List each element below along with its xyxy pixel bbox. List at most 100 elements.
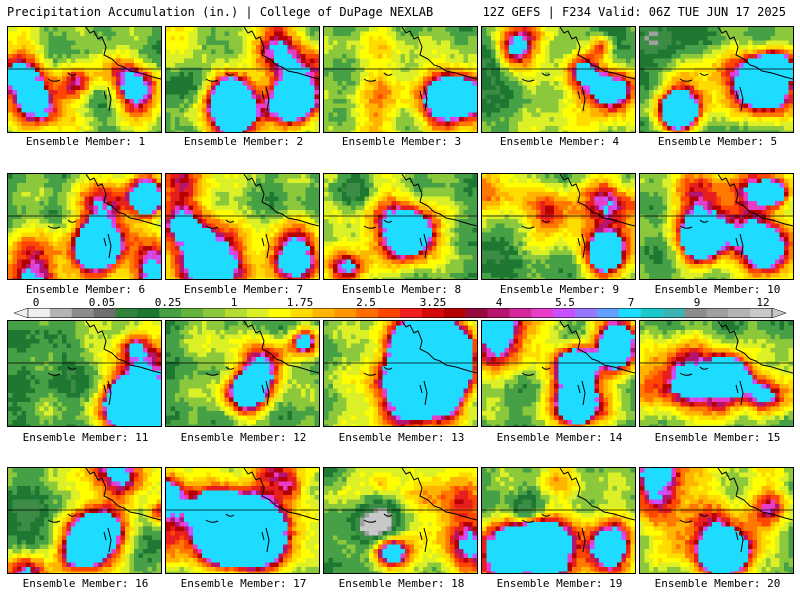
panel-label-10: Ensemble Member: 10 bbox=[654, 283, 781, 296]
ensemble-panel-3[interactable] bbox=[323, 26, 478, 133]
colorbar-tick: 0.25 bbox=[154, 296, 182, 309]
colorbar-swatch bbox=[465, 308, 488, 318]
coastline bbox=[679, 321, 793, 406]
colorbar-swatch bbox=[312, 308, 335, 318]
colorbar-min-arrow bbox=[14, 308, 29, 318]
ensemble-panel-13[interactable] bbox=[323, 320, 478, 427]
colorbar-swatch bbox=[575, 308, 598, 318]
colorbar-tick: 5.5 bbox=[555, 296, 575, 309]
colorbar-swatch bbox=[159, 308, 182, 318]
precip-field bbox=[8, 27, 161, 132]
panel-label-20: Ensemble Member: 20 bbox=[654, 577, 781, 590]
ensemble-panel-19[interactable] bbox=[481, 467, 636, 574]
colorbar-tick: 7 bbox=[627, 296, 635, 309]
colorbar-swatch bbox=[356, 308, 379, 318]
colorbar-swatch bbox=[93, 308, 116, 318]
colorbar-swatch bbox=[531, 308, 554, 318]
colorbar-swatch bbox=[684, 308, 707, 318]
precip-field bbox=[8, 468, 161, 573]
panel-label-13: Ensemble Member: 13 bbox=[338, 431, 465, 444]
coastline bbox=[679, 174, 793, 259]
coastline bbox=[205, 321, 319, 406]
model-run-info: 12Z GEFS | F234 Valid: 06Z TUE JUN 17 20… bbox=[482, 5, 786, 19]
colorbar-swatch bbox=[71, 308, 94, 318]
coastline bbox=[521, 27, 635, 112]
colorbar-swatch bbox=[290, 308, 313, 318]
ensemble-panel-11[interactable] bbox=[7, 320, 162, 427]
colorbar-swatch bbox=[334, 308, 357, 318]
precip-field bbox=[324, 321, 477, 426]
precip-field bbox=[640, 468, 793, 573]
ensemble-panel-5[interactable] bbox=[639, 26, 794, 133]
coastline bbox=[679, 27, 793, 112]
ensemble-panel-16[interactable] bbox=[7, 467, 162, 574]
colorbar-tick: 9 bbox=[693, 296, 701, 309]
precip-field bbox=[640, 321, 793, 426]
colorbar-tick: 1 bbox=[230, 296, 238, 309]
precip-field bbox=[482, 468, 635, 573]
ensemble-panel-10[interactable] bbox=[639, 173, 794, 280]
ensemble-panel-9[interactable] bbox=[481, 173, 636, 280]
coastline bbox=[521, 321, 635, 406]
coastline bbox=[363, 27, 477, 112]
ensemble-panel-12[interactable] bbox=[165, 320, 320, 427]
colorbar-swatch bbox=[400, 308, 423, 318]
precip-field bbox=[640, 174, 793, 279]
colorbar-tick: 4 bbox=[495, 296, 503, 309]
coastline bbox=[47, 321, 161, 406]
panel-label-19: Ensemble Member: 19 bbox=[496, 577, 623, 590]
colorbar-swatch bbox=[49, 308, 73, 318]
panel-label-12: Ensemble Member: 12 bbox=[180, 431, 307, 444]
coastline bbox=[521, 468, 635, 553]
coastline bbox=[205, 27, 319, 112]
precip-field bbox=[166, 321, 319, 426]
ensemble-panel-20[interactable] bbox=[639, 467, 794, 574]
coastline bbox=[363, 321, 477, 406]
panel-label-17: Ensemble Member: 17 bbox=[180, 577, 307, 590]
precip-field bbox=[324, 174, 477, 279]
coastline bbox=[47, 27, 161, 112]
ensemble-panel-15[interactable] bbox=[639, 320, 794, 427]
colorbar-tick: 0.05 bbox=[88, 296, 116, 309]
ensemble-panel-1[interactable] bbox=[7, 26, 162, 133]
panel-label-11: Ensemble Member: 11 bbox=[22, 431, 149, 444]
ensemble-panel-4[interactable] bbox=[481, 26, 636, 133]
precip-field bbox=[482, 174, 635, 279]
colorbar-swatch bbox=[640, 308, 663, 318]
panel-label-16: Ensemble Member: 16 bbox=[22, 577, 149, 590]
precip-field bbox=[166, 27, 319, 132]
precip-field bbox=[166, 174, 319, 279]
precip-colorbar bbox=[14, 308, 786, 318]
colorbar-swatch bbox=[268, 308, 291, 318]
colorbar-swatch bbox=[618, 308, 642, 318]
panel-label-15: Ensemble Member: 15 bbox=[654, 431, 781, 444]
ensemble-panel-17[interactable] bbox=[165, 467, 320, 574]
panel-label-7: Ensemble Member: 7 bbox=[183, 283, 304, 296]
ensemble-panel-14[interactable] bbox=[481, 320, 636, 427]
panel-label-1: Ensemble Member: 1 bbox=[25, 135, 146, 148]
colorbar-outline bbox=[27, 308, 773, 318]
coastline bbox=[47, 174, 161, 259]
ensemble-panel-8[interactable] bbox=[323, 173, 478, 280]
colorbar-tick: 12 bbox=[756, 296, 770, 309]
colorbar-swatch bbox=[421, 308, 445, 318]
precip-field bbox=[640, 27, 793, 132]
panel-label-18: Ensemble Member: 18 bbox=[338, 577, 465, 590]
ensemble-panel-6[interactable] bbox=[7, 173, 162, 280]
panel-label-5: Ensemble Member: 5 bbox=[657, 135, 778, 148]
ensemble-panel-2[interactable] bbox=[165, 26, 320, 133]
precip-field bbox=[324, 468, 477, 573]
precip-field bbox=[166, 468, 319, 573]
colorbar-swatch bbox=[728, 308, 751, 318]
ensemble-panel-18[interactable] bbox=[323, 467, 478, 574]
colorbar-swatch bbox=[553, 308, 576, 318]
coastline bbox=[47, 468, 161, 553]
precip-field bbox=[324, 27, 477, 132]
precip-field bbox=[8, 174, 161, 279]
coastline bbox=[679, 468, 793, 553]
colorbar-swatch bbox=[224, 308, 248, 318]
panel-label-6: Ensemble Member: 6 bbox=[25, 283, 146, 296]
coastline bbox=[521, 174, 635, 259]
panel-label-3: Ensemble Member: 3 bbox=[341, 135, 462, 148]
ensemble-panel-7[interactable] bbox=[165, 173, 320, 280]
